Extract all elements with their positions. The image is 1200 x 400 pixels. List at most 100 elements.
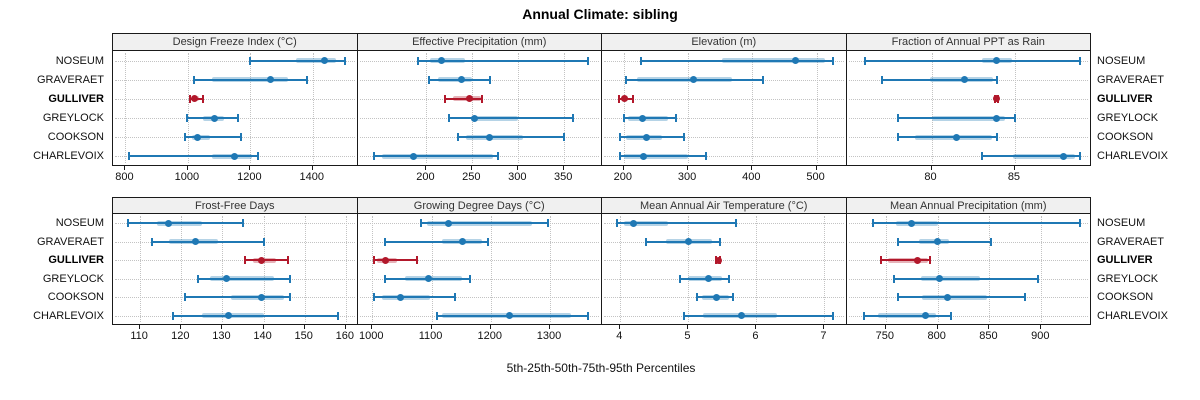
axis-tick-label: 7 — [820, 330, 827, 342]
range-line — [981, 155, 1080, 158]
site-label-left-noseum: NOSEUM — [55, 217, 104, 230]
median-dot — [689, 76, 697, 84]
whisker-cap — [863, 56, 866, 65]
whisker-cap — [586, 311, 589, 320]
gridline-horizontal — [604, 241, 844, 243]
whisker-cap — [893, 274, 896, 283]
gridline-vertical — [472, 53, 474, 163]
median-dot — [712, 293, 720, 301]
median-dot — [620, 95, 628, 103]
whisker-cap — [832, 311, 835, 320]
range-line — [385, 240, 489, 243]
axis-tick — [311, 166, 313, 170]
whisker-cap — [880, 75, 883, 84]
axis-tick — [371, 325, 373, 329]
whisker-cap — [183, 133, 186, 142]
whisker-cap — [571, 114, 574, 123]
panel-plot-mean-annual-precipitation-mm — [845, 214, 1091, 325]
panel-growing-degree-days-c: Growing Degree Days (°C) 1000 1100 1200 1300 — [356, 197, 602, 343]
whisker-cap — [879, 256, 882, 265]
median-dot — [194, 133, 202, 141]
median-dot — [936, 275, 944, 283]
whisker-cap — [587, 56, 590, 65]
median-dot — [457, 76, 465, 84]
whisker-cap — [995, 75, 998, 84]
gridline-horizontal — [604, 156, 844, 158]
panel-design-freeze-index-c: Design Freeze Index (°C) 800 1000 1200 1400 — [112, 33, 358, 184]
range-line — [619, 155, 707, 158]
gridline-vertical — [885, 216, 887, 322]
whisker-cap — [237, 114, 240, 123]
axis-tick — [930, 166, 932, 170]
range-line — [864, 314, 952, 317]
gridline-vertical — [564, 53, 566, 163]
axis-tick-label: 900 — [1031, 330, 1050, 342]
gridline-vertical — [312, 53, 314, 163]
median-dot — [470, 114, 478, 122]
whisker-cap — [289, 274, 292, 283]
whisker-cap — [615, 219, 618, 228]
whisker-cap — [244, 256, 247, 265]
median-dot — [921, 312, 929, 320]
panel-fraction-of-annual-ppt-as-rain: Fraction of Annual PPT as Rain 80 85 — [845, 33, 1091, 184]
range-line — [898, 240, 991, 243]
axis-tick-label: 300 — [677, 171, 697, 183]
whisker-cap — [435, 311, 438, 320]
axis-tick — [186, 166, 188, 170]
panel-title-mean-annual-air-temperature-c: Mean Annual Air Temperature (°C) — [601, 197, 847, 214]
gridline-horizontal — [604, 260, 844, 262]
range-line — [646, 240, 721, 243]
axis-tick-label: 250 — [462, 171, 481, 183]
axis-tick — [1040, 325, 1042, 329]
axis-tick — [262, 325, 264, 329]
range-line — [894, 277, 1039, 280]
median-dot — [684, 238, 692, 246]
whisker-cap — [631, 94, 634, 103]
whisker-cap — [1078, 152, 1081, 161]
whisker-cap — [417, 56, 420, 65]
axis-tick — [936, 325, 938, 329]
gridline-vertical — [490, 216, 492, 322]
range-line — [640, 59, 834, 62]
median-dot — [705, 275, 713, 283]
median-dot — [638, 114, 646, 122]
gridline-horizontal — [115, 60, 355, 62]
axis-tick-label: 120 — [171, 330, 190, 342]
median-dot — [961, 76, 969, 84]
site-label-right-cookson: COOKSON — [1097, 131, 1154, 144]
site-label-right-greylock: GREYLOCK — [1097, 112, 1159, 125]
gridline-horizontal — [359, 278, 599, 280]
panel-title-elevation-m: Elevation (m) — [601, 33, 847, 51]
whisker-cap — [456, 133, 459, 142]
whisker-cap — [172, 311, 175, 320]
median-dot — [639, 152, 647, 160]
gridline-vertical — [989, 216, 991, 322]
whisker-cap — [732, 293, 735, 302]
axis-tick — [221, 325, 223, 329]
site-label-right-charlevoix: CHARLEVOIX — [1097, 150, 1168, 163]
panel-plot-elevation-m — [601, 51, 847, 166]
range-line — [194, 78, 308, 81]
whisker-cap — [185, 114, 188, 123]
axis-tick — [471, 166, 473, 170]
whisker-cap — [193, 75, 196, 84]
axis-tick-label: 160 — [335, 330, 354, 342]
gridline-vertical — [931, 53, 933, 163]
whisker-cap — [719, 237, 722, 246]
median-dot — [908, 219, 916, 227]
whisker-cap — [897, 237, 900, 246]
gridline-vertical — [518, 53, 520, 163]
site-label-right-cookson: COOKSON — [1097, 291, 1154, 304]
axis-tick — [549, 325, 551, 329]
panel-plot-effective-precipitation-mm — [356, 51, 602, 166]
whisker-cap — [384, 237, 387, 246]
axis-tick — [755, 325, 757, 329]
whisker-cap — [734, 219, 737, 228]
axis-tick — [344, 325, 346, 329]
axis-tick-label: 85 — [1007, 171, 1021, 183]
axis-tick — [303, 325, 305, 329]
axis-tick-label: 750 — [875, 330, 895, 342]
panel-title-mean-annual-precipitation-mm: Mean Annual Precipitation (mm) — [845, 197, 1091, 214]
whisker-cap — [287, 256, 290, 265]
axis-tick-label: 1200 — [237, 171, 262, 183]
